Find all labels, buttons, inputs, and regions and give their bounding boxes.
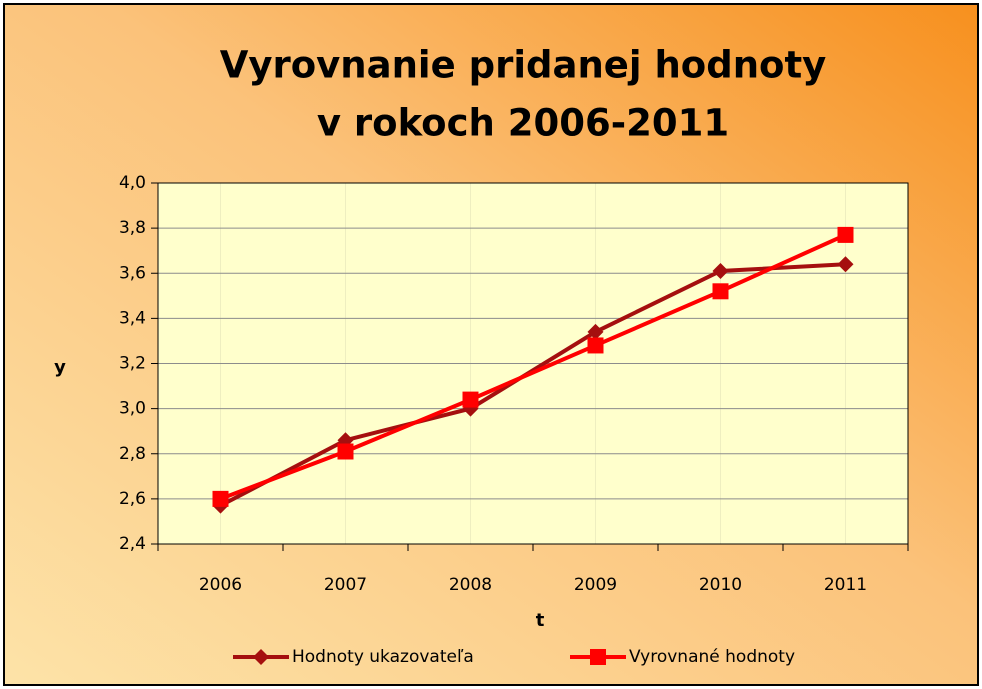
y-tick-label: 2,4 (119, 534, 146, 554)
series-line (219, 233, 847, 501)
series-line (219, 262, 846, 508)
data-point (212, 490, 229, 507)
data-point (337, 443, 354, 460)
x-tick-label: 2009 (574, 575, 617, 595)
data-point (837, 226, 854, 243)
chart-title: v rokoch 2006-2011 (317, 102, 729, 145)
y-tick-label: 2,8 (119, 444, 146, 464)
y-tick-label: 4,0 (119, 173, 146, 193)
x-tick-label: 2010 (699, 575, 742, 595)
data-point (462, 391, 479, 408)
x-tick-label: 2007 (324, 575, 367, 595)
legend-marker (253, 649, 269, 665)
data-point (837, 256, 854, 273)
data-point (712, 283, 729, 300)
legend-marker (590, 649, 606, 665)
y-tick-label: 2,6 (119, 489, 146, 509)
y-tick-label: 3,8 (119, 218, 146, 238)
x-tick-label: 2008 (449, 575, 492, 595)
y-axis-label: y (54, 357, 66, 378)
x-tick-label: 2011 (824, 575, 867, 595)
y-tick-label: 3,0 (119, 399, 146, 419)
legend-label: Vyrovnané hodnoty (629, 647, 795, 667)
y-tick-label: 3,2 (119, 354, 146, 374)
x-axis-label: t (536, 610, 545, 631)
data-point (587, 323, 604, 340)
data-point (587, 337, 604, 354)
chart-title: Vyrovnanie pridanej hodnoty (220, 44, 827, 87)
legend-label: Hodnoty ukazovateľa (292, 647, 474, 667)
y-tick-label: 3,4 (119, 308, 146, 328)
x-tick-label: 2006 (199, 575, 242, 595)
y-tick-label: 3,6 (119, 263, 146, 283)
data-point (712, 262, 729, 279)
